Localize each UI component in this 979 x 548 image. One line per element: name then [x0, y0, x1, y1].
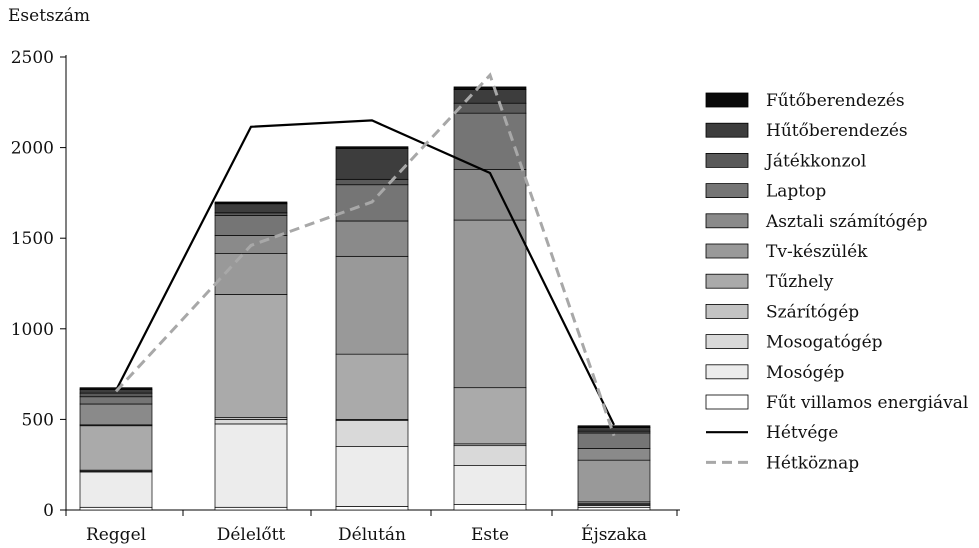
- bar-segment: [214, 506, 288, 511]
- bar-segment: [335, 255, 409, 355]
- weekend-line: [115, 119, 615, 426]
- bar-segment: [577, 448, 651, 461]
- y-tick-label: 0: [43, 501, 54, 521]
- bar-segment: [453, 387, 527, 445]
- bar-segment: [79, 392, 153, 398]
- legend-label: Szárítógép: [766, 302, 859, 322]
- bar-segment: [453, 465, 527, 505]
- legend-swatch: [705, 334, 749, 350]
- bar-segment: [214, 215, 288, 236]
- legend-swatch: [705, 122, 749, 138]
- legend-swatch: [705, 394, 749, 410]
- weekday-line: [114, 72, 616, 437]
- legend-label: Hétköznap: [766, 453, 859, 473]
- legend-label: Tv-készülék: [766, 242, 868, 262]
- x-tick-label: Reggel: [86, 525, 146, 545]
- legend-swatch: [705, 213, 749, 229]
- bar-segment: [214, 423, 288, 508]
- bar-segment: [79, 506, 153, 511]
- legend-swatch: [705, 273, 749, 289]
- x-tick-label: Délelőtt: [217, 525, 286, 545]
- bar-segment: [453, 86, 527, 90]
- legend-swatch: [705, 364, 749, 380]
- x-tick-label: Este: [471, 525, 509, 545]
- bar-segment: [453, 102, 527, 114]
- bar-segment: [79, 396, 153, 405]
- legend-label: Játékkonzol: [764, 151, 866, 171]
- legend-swatch: [705, 303, 749, 319]
- x-tick-label: Éjszaka: [581, 524, 647, 545]
- bar-segment: [453, 168, 527, 221]
- bar-segment: [214, 203, 288, 214]
- bar-segment: [453, 219, 527, 389]
- bar-segment: [453, 445, 527, 466]
- bar-segment: [79, 425, 153, 471]
- legend-label: Mosógép: [766, 363, 845, 383]
- legend-label: Mosogatógép: [766, 333, 883, 353]
- bar-segment: [577, 506, 651, 511]
- y-tick-label: 1500: [11, 229, 54, 249]
- bar-segment: [214, 201, 288, 205]
- bar-segment: [453, 112, 527, 170]
- legend-label: Tűzhely: [766, 272, 834, 292]
- bar-segment: [214, 212, 288, 216]
- legend-label: Laptop: [766, 182, 826, 202]
- bar-segment: [335, 146, 409, 149]
- y-tick-label: 1000: [11, 320, 54, 340]
- legend-label: Fűt villamos energiával: [766, 393, 968, 413]
- legend-label: Asztali számítógép: [765, 212, 928, 232]
- bar-segment: [577, 427, 651, 432]
- bar-segment: [214, 294, 288, 418]
- y-tick-label: 500: [22, 410, 54, 430]
- legend-swatch: [705, 152, 749, 168]
- bar-segment: [214, 253, 288, 295]
- legend-swatch: [705, 183, 749, 199]
- bar-segment: [335, 353, 409, 420]
- bar-segment: [577, 425, 651, 428]
- bar-segment: [335, 148, 409, 180]
- x-tick-label: Délután: [338, 525, 406, 545]
- bar-segment: [79, 471, 153, 508]
- bar-segment: [335, 178, 409, 186]
- bar-segment: [214, 419, 288, 425]
- y-axis-title: Esetszám: [8, 6, 90, 26]
- legend-swatch: [705, 243, 749, 259]
- bar-segment: [79, 403, 153, 426]
- legend-label: Fűtőberendezés: [766, 91, 905, 111]
- bar-segment: [335, 220, 409, 257]
- y-tick-label: 2000: [11, 139, 54, 159]
- bar-segment: [335, 419, 409, 447]
- legend-swatch: [705, 92, 749, 108]
- y-tick-label: 2500: [11, 48, 54, 68]
- legend-label: Hétvége: [766, 423, 838, 443]
- bar-segment: [577, 459, 651, 503]
- legend-label: Hűtőberendezés: [766, 121, 908, 141]
- bar-segment: [335, 506, 409, 511]
- bar-segment: [453, 504, 527, 511]
- bar-segment: [335, 446, 409, 507]
